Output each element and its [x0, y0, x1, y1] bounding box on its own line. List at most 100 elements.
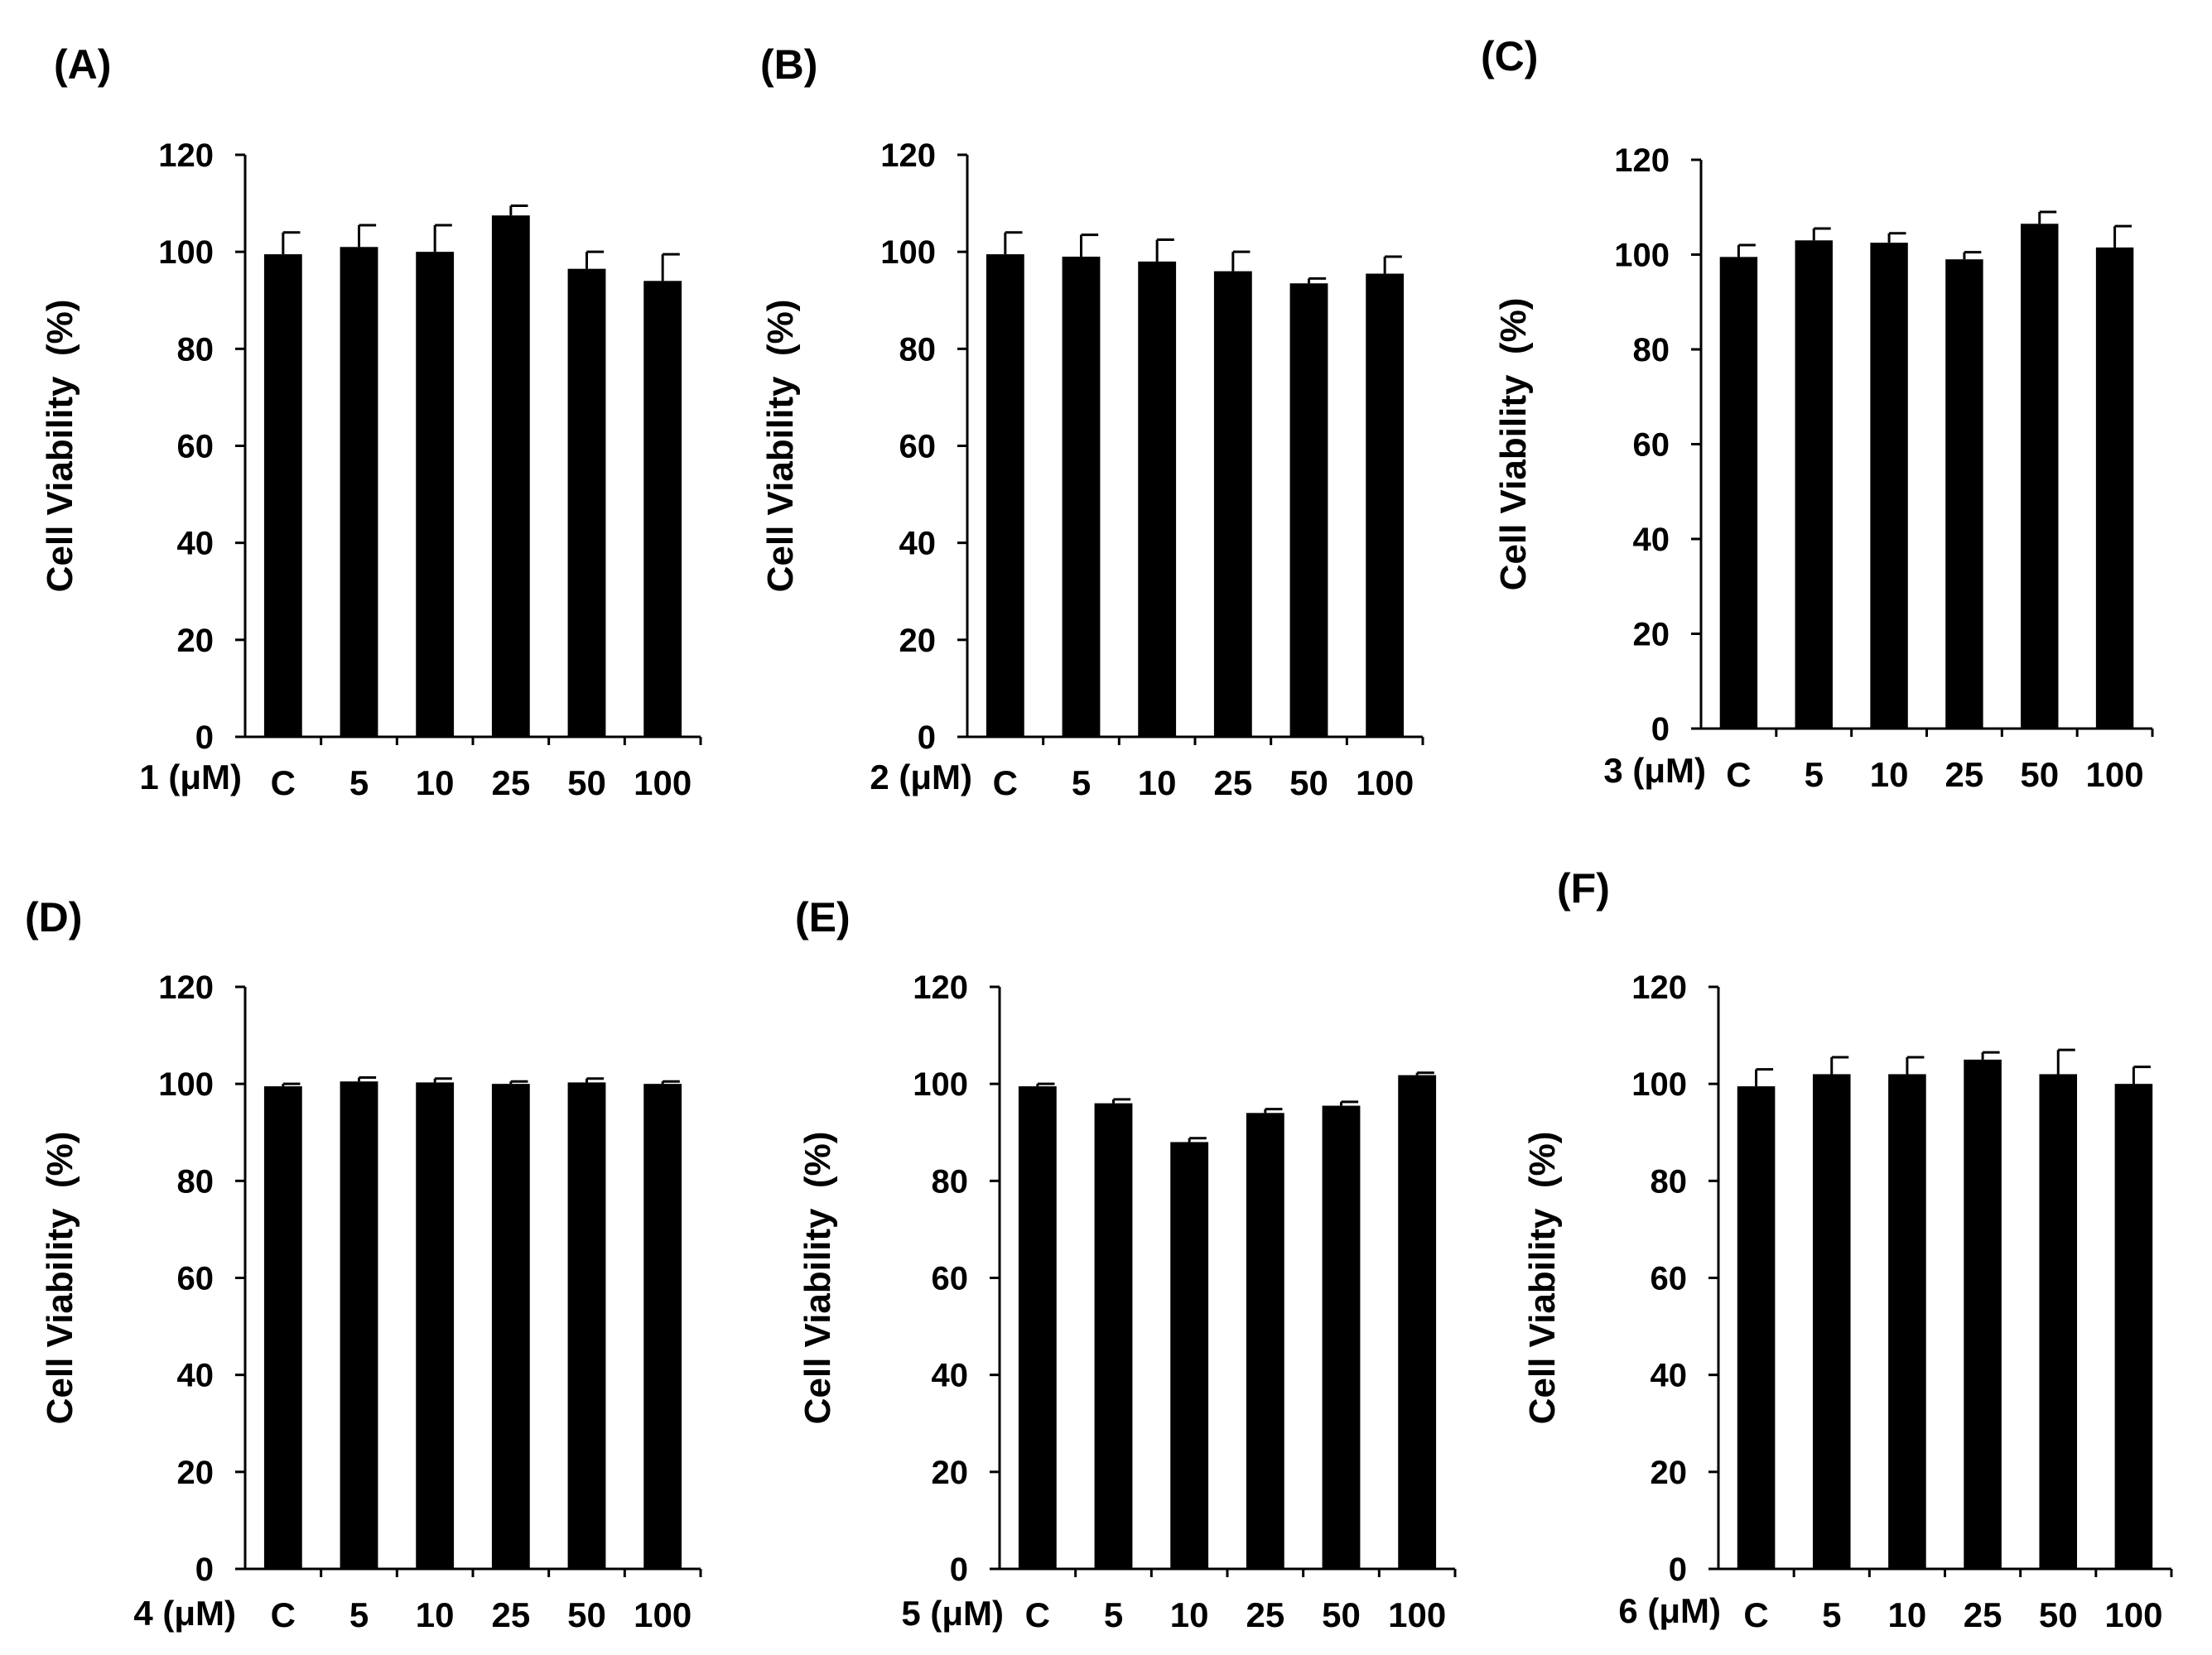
x-tick-label: 50 — [567, 1595, 606, 1634]
y-tick-label: 20 — [1633, 617, 1670, 653]
bar — [491, 215, 530, 738]
bar — [1964, 1059, 2002, 1569]
bar — [1398, 1075, 1437, 1569]
y-tick-label: 40 — [1633, 522, 1670, 558]
bar — [986, 254, 1024, 737]
x-tick-label: 10 — [1888, 1595, 1927, 1634]
y-axis-title: Cell Viability (%) — [798, 1132, 838, 1425]
y-tick-label: 20 — [1651, 1455, 1688, 1491]
y-tick-label: 100 — [1631, 1066, 1687, 1103]
y-tick-label: 80 — [932, 1163, 969, 1200]
bar — [2021, 224, 2059, 729]
bar — [340, 1081, 378, 1569]
x-tick-label: C — [271, 763, 296, 802]
x-tick-label: 10 — [1870, 755, 1909, 794]
x-tick-label: 10 — [416, 763, 455, 802]
bar — [567, 268, 606, 737]
bar — [1795, 240, 1833, 729]
x-tick-label: 5 — [1104, 1595, 1123, 1634]
x-tick-label: 5 — [349, 1595, 369, 1634]
x-tick-label: 25 — [1246, 1595, 1284, 1634]
y-tick-label: 20 — [932, 1455, 969, 1491]
bar — [643, 1084, 682, 1569]
bar — [1737, 1086, 1776, 1569]
y-tick-label: 80 — [1633, 332, 1670, 368]
panel-label: (E) — [795, 894, 851, 941]
y-tick-label: 100 — [880, 234, 936, 271]
x-tick-label: C — [993, 763, 1018, 802]
x-axis-label: 5 (μM) — [901, 1594, 1004, 1633]
bar — [1018, 1086, 1057, 1569]
y-tick-label: 60 — [177, 429, 214, 465]
bar — [1366, 273, 1405, 737]
y-tick-label: 40 — [177, 526, 214, 562]
bar — [1870, 243, 1908, 729]
x-tick-label: 100 — [2086, 755, 2144, 794]
y-tick-label: 20 — [177, 623, 214, 659]
bar — [567, 1082, 606, 1569]
x-axis-label: 3 (μM) — [1603, 751, 1706, 790]
x-tick-label: 10 — [1138, 763, 1177, 802]
x-axis-label: 2 (μM) — [870, 758, 972, 796]
x-tick-label: 5 — [1822, 1595, 1841, 1634]
x-tick-label: 25 — [491, 1595, 530, 1634]
y-axis-title: Cell Viability (%) — [40, 300, 80, 593]
x-tick-label: 100 — [2104, 1595, 2162, 1634]
chart-panel-a: (A) 0 20 40 60 80 100 120 Cell Viability (%) 1 (μ… — [40, 41, 702, 802]
y-tick-label: 120 — [158, 969, 214, 1006]
x-tick-label: 25 — [1213, 763, 1252, 802]
y-tick-label: 80 — [1651, 1163, 1688, 1200]
chart-panel-b: (B) 0 20 40 60 80 100 120 Cell Viability (%) 2 (μ… — [760, 41, 1424, 802]
y-tick-label: 80 — [177, 1163, 214, 1200]
y-tick-label: 120 — [158, 137, 214, 174]
y-tick-label: 0 — [195, 719, 214, 756]
y-tick-label: 60 — [1651, 1261, 1688, 1297]
x-tick-label: 5 — [349, 763, 369, 802]
chart-panel-e: (E) 0 20 40 60 80 100 120 Cell Viability (%) 5 (μ… — [795, 894, 1457, 1634]
y-tick-label: 0 — [1669, 1552, 1687, 1588]
panel-label: (B) — [760, 41, 817, 88]
x-tick-label: 10 — [1170, 1595, 1209, 1634]
bar — [2095, 247, 2134, 729]
bar — [263, 1086, 302, 1569]
x-tick-label: 25 — [491, 763, 530, 802]
y-tick-label: 20 — [177, 1455, 214, 1491]
bar — [416, 252, 455, 738]
panel-label: (C) — [1481, 33, 1538, 79]
bar — [1138, 261, 1177, 738]
y-axis-title: Cell Viability (%) — [760, 300, 801, 593]
bar — [340, 247, 378, 737]
bar — [1322, 1105, 1361, 1569]
x-tick-label: 50 — [2039, 1595, 2078, 1634]
y-tick-label: 120 — [1631, 969, 1687, 1006]
x-tick-label: C — [1726, 755, 1751, 794]
panel-label: (A) — [54, 41, 111, 88]
y-axis-title: Cell Viability (%) — [1522, 1132, 1563, 1425]
y-tick-label: 40 — [932, 1358, 969, 1394]
y-tick-label: 0 — [918, 719, 936, 756]
y-tick-label: 120 — [913, 969, 968, 1006]
x-tick-label: 25 — [1945, 755, 1984, 794]
y-tick-label: 100 — [158, 234, 214, 271]
y-tick-label: 100 — [1614, 238, 1670, 274]
bar — [2114, 1084, 2153, 1569]
y-tick-label: 40 — [177, 1358, 214, 1394]
y-axis-title: Cell Viability (%) — [40, 1132, 80, 1425]
bar — [2039, 1074, 2078, 1569]
bar — [1888, 1074, 1926, 1569]
y-tick-label: 60 — [899, 429, 937, 465]
chart-panel-c: (C) 0 20 40 60 80 100 120 Cell Viability (%) 3 (μ… — [1481, 33, 2154, 794]
x-tick-label: 100 — [1388, 1595, 1446, 1634]
bar — [1094, 1103, 1133, 1569]
x-tick-label: 100 — [634, 763, 692, 802]
x-tick-label: 50 — [1322, 1595, 1361, 1634]
x-tick-label: 50 — [1289, 763, 1328, 802]
x-tick-label: 50 — [2020, 755, 2059, 794]
bar — [416, 1082, 455, 1569]
bar — [263, 254, 302, 737]
chart-panel-f: (F) 0 20 40 60 80 100 120 Cell Viability (%) 6 (μ… — [1522, 865, 2173, 1634]
y-tick-label: 40 — [899, 526, 937, 562]
x-tick-label: C — [1743, 1595, 1768, 1634]
panel-label: (D) — [25, 894, 82, 941]
